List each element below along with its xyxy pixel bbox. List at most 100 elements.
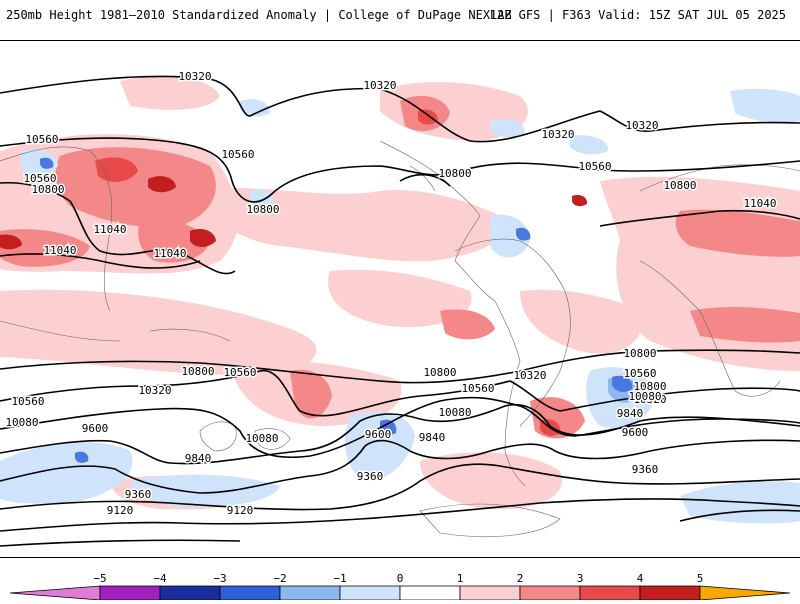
map-header: 250mb Height 1981–2010 Standardized Anom…: [0, 0, 800, 40]
coastline: [199, 421, 237, 452]
contour-label: 11040: [743, 197, 776, 210]
height-contour: [399, 173, 451, 187]
anomaly-region: [290, 369, 332, 419]
colorbar-segment: [219, 585, 281, 601]
anomaly-region: [0, 442, 133, 504]
height-contour: [0, 439, 800, 494]
coastline: [149, 328, 231, 342]
anomaly-region: [130, 474, 280, 508]
contour-label: 10800: [663, 179, 696, 192]
contour-label: 10080: [245, 432, 278, 445]
height-contour: [0, 181, 236, 275]
contour-label: 10560: [461, 382, 494, 395]
contour-label: 10560: [25, 133, 58, 146]
anomaly-region: [690, 307, 800, 343]
contour-label: 9360: [632, 463, 659, 476]
map-title: 250mb Height 1981–2010 Standardized Anom…: [6, 8, 512, 22]
coastline: [379, 140, 526, 487]
anomaly-region: [0, 289, 317, 376]
height-contour: [0, 396, 800, 459]
map-panel: 10320 10320 10320 10320 10320 10560 10560 10560…: [0, 40, 800, 558]
coastline: [0, 146, 113, 312]
contour-label: 9600: [622, 426, 649, 439]
contour-label: 10080: [628, 390, 661, 403]
contour-label: 10320: [138, 384, 171, 397]
colorbar-segment: [579, 585, 641, 601]
anomaly-region: [440, 309, 495, 340]
height-contour: [599, 209, 800, 227]
anomaly-region: [570, 135, 609, 155]
contour-label: 9840: [617, 407, 644, 420]
anomaly-region: [572, 194, 588, 207]
coastline: [0, 320, 121, 342]
height-contour: [0, 404, 800, 465]
anomaly-region: [730, 88, 800, 123]
colorbar-segment: [639, 585, 701, 601]
anomaly-region: [490, 119, 525, 138]
contour-label: 10560: [221, 148, 254, 161]
contour-label: 10320: [633, 393, 666, 406]
anomaly-region: [55, 147, 216, 228]
anomaly-region: [380, 419, 397, 435]
anomaly-shading: [0, 76, 800, 524]
anomaly-region: [345, 411, 415, 481]
anomaly-region: [0, 229, 90, 267]
contour-label: 10320: [625, 119, 658, 132]
contour-label: 10800: [633, 380, 666, 393]
contour-label: 10320: [363, 79, 396, 92]
colorbar-segment: [159, 585, 221, 601]
contour-label: 9360: [357, 470, 384, 483]
contour-label: 10800: [246, 203, 279, 216]
anomaly-region: [0, 234, 22, 250]
contour-label: 10800: [438, 167, 471, 180]
anomaly-region: [200, 188, 506, 262]
contour-label: 9120: [107, 504, 134, 517]
coastline: [419, 503, 561, 538]
coastline: [254, 428, 291, 450]
height-contour: [0, 253, 201, 269]
colorbar-segment: [9, 585, 101, 601]
anomaly-region: [612, 375, 633, 392]
height-contour: [0, 369, 800, 417]
contour-label: 10560: [623, 367, 656, 380]
anomaly-region: [240, 99, 270, 117]
contour-label: 9600: [365, 428, 392, 441]
colorbar-tick-labels: −5 −4 −3 −2 −1 0 1 2 3 4 5: [93, 572, 703, 585]
coastline: [409, 165, 436, 192]
contour-label: 11040: [153, 247, 186, 260]
contour-label: 10320: [513, 369, 546, 382]
colorbar-segment: [459, 585, 521, 601]
anomaly-region: [250, 189, 274, 209]
colorbar-tick-label: −2: [273, 572, 286, 585]
anomaly-region: [520, 289, 642, 354]
contour-label: 10560: [11, 395, 44, 408]
colorbar-tick-label: −5: [93, 572, 106, 585]
height-contour: [0, 137, 800, 203]
colorbar-segment: [699, 585, 791, 601]
colorbar-segment: [99, 585, 161, 601]
coastline: [639, 164, 800, 192]
colorbar-tick-label: −4: [153, 572, 167, 585]
colorbar-tick-label: 2: [517, 572, 524, 585]
contour-label: 9600: [82, 422, 109, 435]
contour-label: 9840: [185, 452, 212, 465]
height-contours: [0, 75, 800, 547]
colorbar-segment: [519, 585, 581, 601]
contour-label: 10560: [223, 366, 256, 379]
contour-label: 11040: [43, 244, 76, 257]
contour-label: 10800: [623, 347, 656, 360]
contour-labels: 10320 10320 10320 10320 10320 10560 10560 10560…: [4, 69, 778, 519]
anomaly-region: [148, 176, 176, 193]
height-contour: [0, 539, 241, 547]
colorbar-tick-label: 4: [637, 572, 644, 585]
anomaly-region: [675, 209, 800, 257]
colorbar-tick-label: 3: [577, 572, 584, 585]
colorbar-segment: [339, 585, 401, 601]
contour-label: 10320: [178, 70, 211, 83]
height-contour: [0, 349, 800, 384]
anomaly-map: 10320 10320 10320 10320 10320 10560 10560 10560…: [0, 69, 800, 547]
colorbar-segment: [279, 585, 341, 601]
height-contour: [0, 463, 800, 511]
colorbar-tick-label: 0: [397, 572, 404, 585]
contour-label: 10080: [5, 416, 38, 429]
